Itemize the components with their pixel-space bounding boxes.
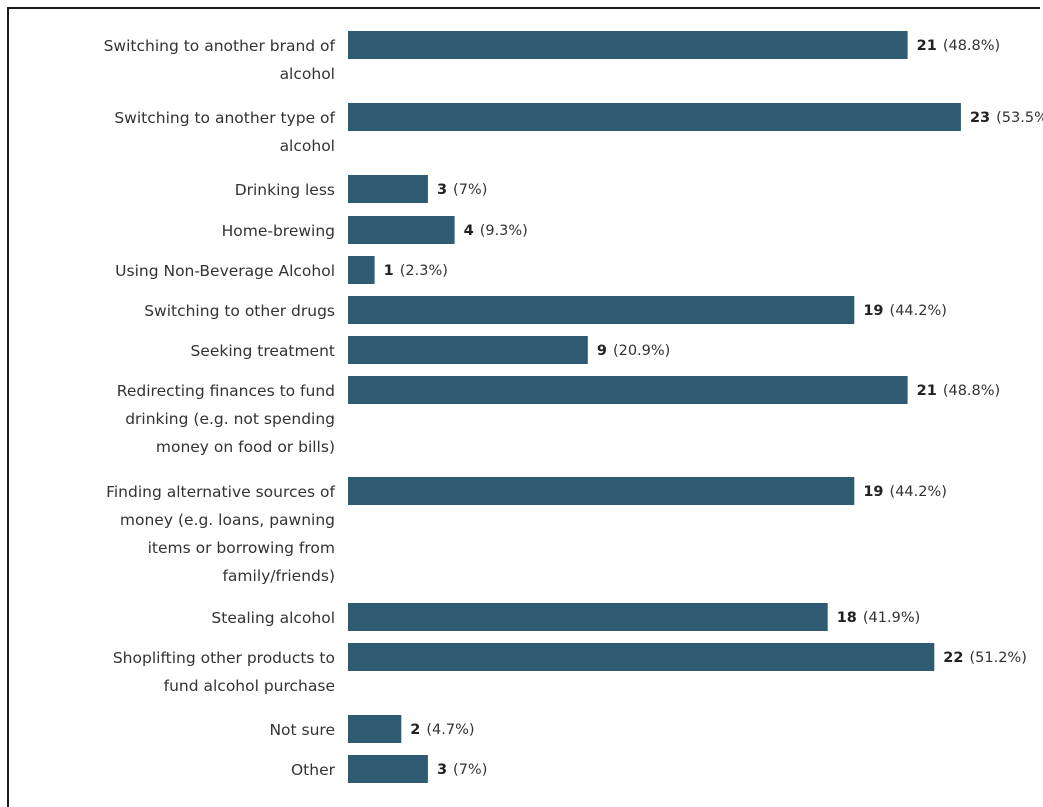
value-label: 1 (2.3%) [384,263,448,279]
value-label: 3 (7%) [437,762,487,778]
value-label: 4 (9.3%) [464,223,528,239]
bar [348,296,855,324]
value-label: 21 (48.8%) [917,383,1001,399]
bar [348,256,375,284]
value-label: 9 (20.9%) [597,343,670,359]
category-label: Drinking less [235,181,335,199]
bar [348,376,908,404]
category-label: Using Non-Beverage Alcohol [115,262,335,280]
category-label: Not sure [269,721,335,739]
category-label: Seeking treatment [190,342,335,360]
bar [348,336,588,364]
value-label: 3 (7%) [437,182,487,198]
category-label: Shoplifting other products to fund alcoho… [113,649,335,695]
bar [348,643,935,671]
category-label: Switching to another brand of alcohol [104,37,336,83]
value-label: 19 (44.2%) [863,484,947,500]
bar [348,603,828,631]
category-label: Redirecting finances to fund drinking (e.… [117,382,335,456]
bar [348,715,402,743]
category-label: Stealing alcohol [211,609,335,627]
value-label: 21 (48.8%) [917,38,1001,54]
bar [348,31,908,59]
bar [348,103,961,131]
category-label: Switching to other drugs [144,302,335,320]
value-label: 18 (41.9%) [837,610,921,626]
value-label: 19 (44.2%) [863,303,947,319]
bar [348,755,428,783]
chart-frame [7,7,1040,807]
category-label: Switching to another type of alcohol [114,109,335,155]
category-label: Finding alternative sources of money (e.g… [106,483,335,585]
category-label: Home-brewing [222,222,335,240]
value-label: 22 (51.2%) [943,650,1027,666]
category-label: Other [291,761,336,779]
bar [348,477,855,505]
value-label: 23(53.5%) [970,110,1043,126]
bar [348,216,455,244]
value-label: 2 (4.7%) [410,722,474,738]
bar [348,175,428,203]
